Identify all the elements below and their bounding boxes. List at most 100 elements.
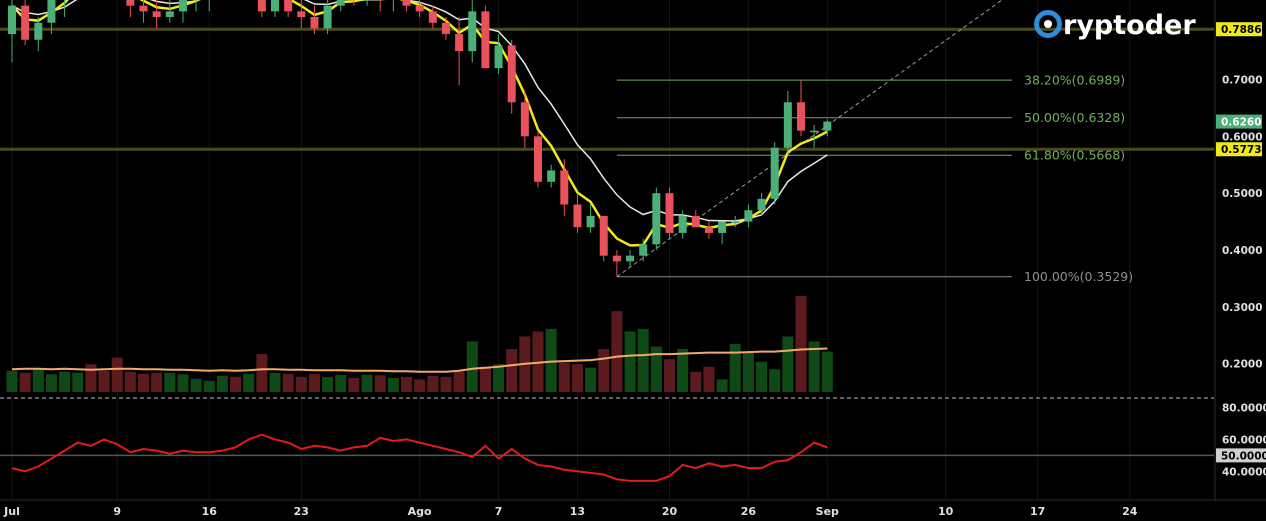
price-tick-label: 0.7000 (1222, 75, 1263, 87)
volume-bar (650, 346, 662, 392)
time-tick-label: 10 (938, 505, 954, 518)
volume-bar (45, 374, 57, 392)
volume-bar (32, 369, 44, 392)
candle-body (126, 0, 135, 6)
volume-bar (769, 369, 781, 392)
time-tick-label: 23 (294, 505, 309, 518)
candle-body (428, 11, 437, 23)
volume-bar (637, 328, 649, 392)
volume-bar (821, 351, 833, 392)
price-tag-box (1216, 142, 1262, 157)
volume-bar (466, 341, 478, 392)
candle-body (507, 45, 516, 103)
volume-bar (190, 378, 202, 392)
volume-bar (216, 375, 228, 392)
volume-bar (151, 372, 163, 392)
candle-body (520, 102, 529, 137)
candle-body (441, 22, 450, 35)
volume-bar (414, 379, 426, 392)
candle-body (178, 0, 187, 12)
candle-body (310, 17, 319, 29)
volume-bar (756, 361, 768, 392)
candle-body (573, 204, 582, 228)
oscillator-tick-label: 80.0000 (1222, 403, 1266, 415)
candle-body (599, 215, 608, 256)
volume-bar (401, 376, 412, 392)
volume-bar (256, 354, 268, 392)
volume-bar (427, 375, 439, 392)
time-tick-label: Sep (816, 505, 839, 518)
volume-bar (493, 364, 505, 392)
volume-bar (387, 377, 399, 392)
volume-bar (361, 374, 373, 392)
oscillator-tick-label: 40.0000 (1222, 466, 1266, 478)
candle-body (468, 11, 477, 52)
volume-bar (479, 366, 491, 392)
volume-ma-line (11, 347, 828, 373)
time-tick-label: 7 (495, 505, 503, 518)
volume-bar (742, 351, 754, 392)
volume-bar (808, 341, 820, 392)
candle-body (323, 5, 332, 29)
volume-bar (348, 377, 360, 392)
time-tick-label: 26 (741, 505, 757, 518)
volume-bar (282, 373, 294, 392)
candle-body (560, 170, 569, 205)
time-tick-label: 17 (1030, 505, 1045, 518)
volume-bar (782, 336, 794, 392)
volume-bar (85, 364, 97, 392)
candle-body (797, 102, 805, 131)
candle-body (783, 102, 792, 148)
volume-bar (269, 372, 281, 392)
candle-body (626, 255, 635, 262)
volume-bar (72, 372, 84, 392)
candle-body (810, 130, 819, 133)
volume-bar (6, 370, 18, 392)
time-tick-label: 16 (202, 505, 218, 518)
candle-body (691, 215, 700, 228)
candle-body (547, 170, 556, 182)
volume-bar (624, 331, 636, 392)
gridlines (11, 0, 1131, 500)
fib-level-label: 38.20%(0.6989) (1024, 73, 1125, 88)
volume-bar (453, 371, 465, 392)
volume-bar (374, 375, 386, 392)
candle-body (586, 215, 595, 228)
candle-body (284, 0, 293, 12)
candle-body (152, 11, 161, 18)
fib-level-label: 50.00%(0.6328) (1024, 110, 1125, 125)
volume-bar (611, 311, 623, 392)
volume-bar (177, 374, 189, 392)
logo-ring-icon (1034, 10, 1062, 38)
volume-bar (664, 359, 675, 392)
price-tick-label: 0.3000 (1222, 302, 1263, 314)
candle-body (731, 221, 740, 224)
volume-bar (598, 349, 610, 392)
oscillator-level-label: 50.0000 (1221, 450, 1266, 462)
volume-bar (545, 328, 557, 392)
oscillator-panel (0, 397, 1214, 482)
volume-bar (729, 344, 741, 392)
oscillator-tick-label: 60.0000 (1222, 434, 1266, 446)
candle-body (770, 147, 779, 199)
volume-bar (558, 362, 570, 392)
volume-bar (59, 371, 71, 392)
candle-body (297, 11, 306, 18)
volume-bar (571, 364, 583, 392)
candle-body (639, 244, 648, 256)
candle-body (665, 193, 674, 233)
candle-body (257, 0, 266, 12)
candle-body (271, 0, 279, 12)
time-tick-label: Jul (3, 505, 20, 518)
volume-bar (690, 371, 702, 392)
candle-body (704, 227, 713, 233)
candle-body (402, 0, 411, 6)
volume-bar (532, 331, 544, 392)
candle-body (139, 5, 148, 12)
candle-body (678, 215, 687, 233)
volume-bar (124, 371, 136, 392)
volume-bar (138, 373, 149, 392)
